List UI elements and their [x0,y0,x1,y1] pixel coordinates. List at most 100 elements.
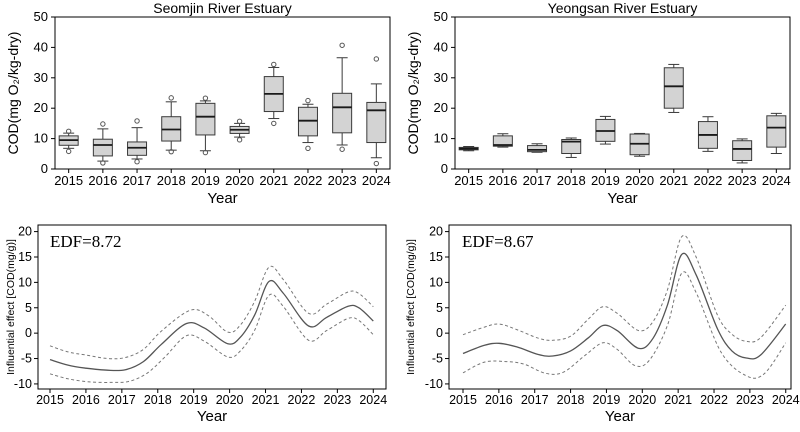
box-2018 [161,95,182,155]
outlier-point [305,145,311,152]
x-tick-label: 2019 [180,393,208,407]
iqr-box [92,138,113,157]
box-2017 [527,143,548,153]
x-tick-label: 2020 [625,173,654,188]
x-tick-label: 2022 [288,393,316,407]
x-tick-label: 2021 [659,173,688,188]
y-tick-label: 10 [434,131,448,146]
yeongsan-gam-svg: -10 -5 0 5 10 15 20 2015 2016 2017 2018 2019 2020 202… [425,224,800,407]
panel-seomjin-gam: EDF=8.72 Influential effect [COD(mg/g)] … [0,216,400,432]
y-tick-label: -10 [14,377,32,391]
x-axis-label-seomjin-box: Year [207,190,238,207]
outlier-point [134,159,140,165]
upper-ci-curve [462,234,787,343]
lower-ci-curve [462,271,787,379]
panel-seomjin-boxplot: Seomjin River Estuary COD(mg O₂/kg-dry) … [0,0,400,216]
iqr-box [332,92,353,134]
lower-ci-curve [49,293,374,383]
y-tick-label: 40 [434,39,448,54]
y-tick-label: 5 [25,301,32,315]
plot-border [454,16,791,170]
x-tick-label: 2024 [362,173,391,188]
y-tick-label: 15 [18,250,32,264]
upper-ci-curve [49,265,374,360]
y-tick-label: 20 [429,225,443,239]
plot-border [37,224,387,390]
fit-curve [49,279,374,372]
iqr-box [766,115,787,148]
x-tick-label: 2018 [557,393,585,407]
y-tick-label: 10 [429,275,443,289]
box-2020 [629,132,650,157]
iqr-box [732,140,753,161]
y-tick-label: 20 [18,225,32,239]
outlier-point [236,118,243,124]
x-tick-label: 2019 [591,173,620,188]
x-tick-label: 2023 [736,393,764,407]
x-tick-label: 2021 [252,393,280,407]
outlier-point [100,160,106,166]
x-tick-label: 2017 [521,393,549,407]
iqr-box [492,135,513,147]
y-tick-label: 30 [434,70,448,85]
y-tick-label: -5 [432,352,443,366]
outlier-point [168,148,174,155]
x-tick-label: 2023 [328,173,357,188]
iqr-box [527,145,548,153]
x-tick-label: 2018 [144,393,172,407]
x-tick-label: 2023 [728,173,757,188]
x-tick-label: 2016 [485,393,513,407]
outlier-point [134,118,140,124]
box-2022 [697,116,718,152]
edf-annotation-seomjin: EDF=8.72 [50,232,122,251]
y-tick-label: 10 [18,275,32,289]
x-tick-label: 2020 [216,393,244,407]
x-tick-label: 2020 [628,393,656,407]
x-tick-label: 2017 [108,393,136,407]
y-tick-label: -5 [21,352,32,366]
x-tick-label: 2017 [523,173,552,188]
seomjin-boxplot-svg: 0 10 20 30 40 50 2015 2016 2017 2018 2019 2020 2021 2… [34,9,391,188]
outlier-point [168,95,174,101]
x-axis-label-yeongsan-box: Year [607,190,638,207]
outlier-point [339,42,345,48]
outlier-point [373,56,380,62]
x-axis-label-yeongsan-gam: Year [604,408,636,425]
x-tick-label: 2021 [664,393,692,407]
y-tick-label: 40 [34,39,48,54]
x-tick-label: 2016 [88,173,117,188]
iqr-box [297,106,318,137]
iqr-box [195,102,216,136]
box-2023 [332,42,353,152]
fit-curve [462,252,787,360]
outlier-point [65,148,72,155]
x-tick-label: 2024 [772,393,800,407]
x-tick-label: 2024 [762,173,791,188]
box-2016 [492,133,513,148]
y-tick-label: 20 [434,100,448,115]
y-tick-label: 0 [25,326,32,340]
box-2022 [297,97,318,152]
outlier-point [373,160,380,167]
y-tick-label: 50 [34,9,48,24]
x-tick-label: 2015 [454,173,483,188]
x-tick-label: 2016 [488,173,517,188]
outlier-point [236,137,243,143]
outlier-point [271,61,277,68]
x-tick-label: 2018 [557,173,586,188]
box-2017 [127,118,148,165]
panel-yeongsan-boxplot: Yeongsan River Estuary COD(mg O₂/kg-dry)… [400,0,800,216]
box-2018 [561,137,582,158]
x-tick-label: 2017 [123,173,152,188]
box-2019 [195,95,216,156]
x-tick-label: 2015 [36,393,64,407]
box-2015 [58,128,79,155]
x-tick-label: 2020 [225,173,254,188]
box-2024 [366,56,387,167]
y-tick-label: 20 [34,100,48,115]
iqr-box [663,67,684,109]
y-tick-label: 0 [436,326,443,340]
panel-yeongsan-gam: EDF=8.67 Influential effect [COD(mg/g)] … [400,216,800,432]
outlier-point [202,95,209,101]
x-tick-label: 2019 [593,393,621,407]
